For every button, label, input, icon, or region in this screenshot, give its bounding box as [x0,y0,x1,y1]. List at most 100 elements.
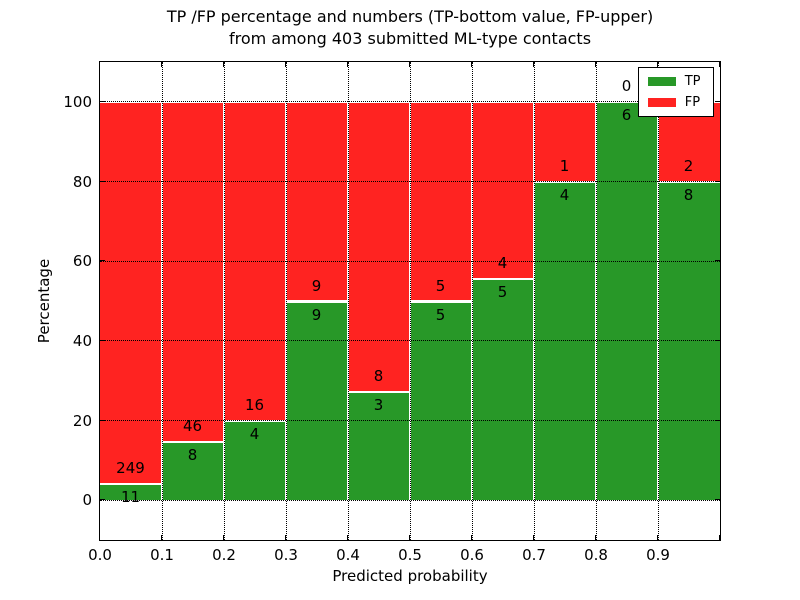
gridline-vertical [161,61,163,540]
x-tick-mark [595,534,596,540]
x-tick-mark [223,534,224,540]
x-tick-mark-top [347,61,348,67]
x-tick-mark-top [99,61,100,67]
fp-count-label: 5 [435,276,446,295]
y-tick-mark-right [714,100,720,102]
x-tick-label: 0.6 [460,546,484,564]
bar-segment-tp [409,300,472,500]
gridline-horizontal [99,101,720,103]
bar-segment-tp [99,482,162,500]
fp-count-label: 0 [621,77,632,96]
x-tick-mark [533,534,534,540]
bar-segment-tp [471,278,534,500]
x-tick-label: 0.5 [398,546,422,564]
gridline-vertical [223,61,225,540]
y-tick-mark [99,499,105,501]
y-tick-mark [99,260,105,262]
bar-segment-tp [347,391,410,500]
x-tick-label: 0.0 [88,546,112,564]
gridline-horizontal [99,420,720,421]
fp-count-label: 8 [373,367,384,386]
bar-segment-tp [223,420,286,500]
gridline-vertical [409,61,411,540]
y-tick-mark-right [714,339,720,341]
gridline-horizontal [99,499,720,501]
x-tick-mark-top [533,61,534,67]
bar-segment-fp [347,101,410,392]
x-tick-mark-top [719,61,720,67]
y-tick-mark [99,339,105,341]
y-tick-label: 20 [72,411,92,430]
bar-segment-tp [161,440,224,500]
legend-label: TP [684,73,701,89]
bar-segment-fp [285,101,348,301]
gridline-horizontal [99,260,720,262]
x-tick-label: 0.7 [522,546,546,564]
x-tick-mark [285,534,286,540]
gridline-vertical [657,61,659,540]
gridline-vertical [595,61,597,540]
x-axis-label: Predicted probability [332,567,488,585]
x-tick-mark-top [409,61,410,67]
tp-count-label: 4 [249,425,260,443]
tp-count-label: 8 [187,445,198,464]
bar-segment-fp [99,101,162,483]
fp-count-label: 2 [683,157,694,175]
x-tick-label: 0.9 [646,546,670,564]
legend-label: FP [684,94,701,110]
bar-segment-tp [285,300,348,500]
y-tick-label: 40 [72,331,92,350]
y-tick-label: 80 [72,172,92,191]
x-tick-mark [657,534,658,540]
tp-count-label: 3 [373,396,384,415]
fp-count-label: 4 [497,254,508,273]
gridline-vertical [533,61,535,540]
y-tick-label: 60 [72,252,92,271]
x-tick-mark [99,534,100,540]
plot-area: TP FP 249 11 46 8 16 4 9 9 8 3 5 5 4 5 1 4 0 6 2 8 [98,60,721,541]
bar-segment-fp [471,101,534,279]
y-tick-mark-right [714,260,720,262]
chart-title-line2: from among 403 submitted ML-type contact… [228,29,592,48]
y-axis-label: Percentage [35,258,53,344]
x-tick-label: 0.4 [336,546,360,564]
gridline-vertical [285,61,287,540]
y-tick-mark-right [714,419,720,421]
gridline-vertical [347,61,349,540]
bar-segment-fp [409,101,472,301]
y-tick-mark [99,100,105,102]
fp-count-label: 9 [311,276,322,295]
x-tick-label: 0.3 [274,546,298,564]
tp-count-label: 5 [497,283,508,302]
y-tick-label: 0 [82,491,92,510]
y-tick-mark [99,180,105,182]
tp-count-label: 9 [311,305,322,324]
x-tick-label: 0.1 [150,546,174,564]
x-tick-label: 0.8 [584,546,608,564]
gridline-horizontal [99,340,720,342]
x-tick-mark [471,534,472,540]
y-tick-mark [99,419,105,421]
x-tick-mark [347,534,348,540]
fp-count-label: 46 [182,416,203,435]
tp-count-label: 8 [683,186,694,204]
x-tick-mark-top [471,61,472,67]
x-tick-mark-top [595,61,596,67]
gridline-vertical [471,61,473,540]
gridline-horizontal [99,181,720,182]
x-tick-mark [409,534,410,540]
tp-legend-swatch [647,76,676,86]
tp-count-label: 4 [559,186,570,204]
bar-segment-tp [595,101,658,500]
legend-item-tp: TP [647,73,701,89]
fp-count-label: 249 [116,458,145,477]
x-tick-mark-top [223,61,224,67]
x-tick-mark-top [657,61,658,67]
x-tick-mark-top [285,61,286,67]
x-tick-mark [719,534,720,540]
legend: TP FP [637,66,714,117]
y-tick-label: 100 [63,92,92,111]
x-tick-mark [161,534,162,540]
bar-segment-fp [161,101,224,441]
x-tick-mark-top [161,61,162,67]
